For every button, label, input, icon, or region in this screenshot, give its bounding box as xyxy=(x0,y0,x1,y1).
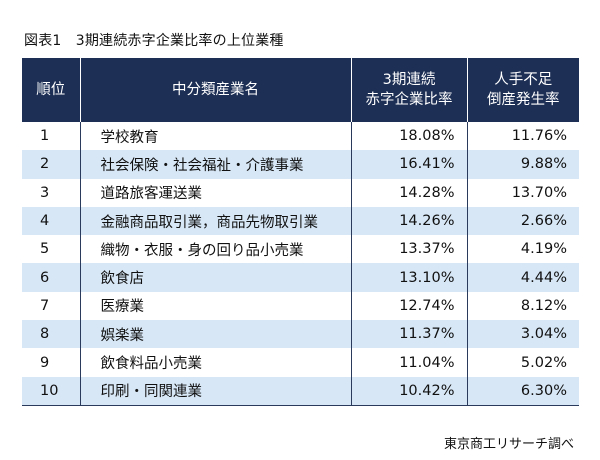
rank-cell: 3 xyxy=(22,178,81,207)
deficit-ratio-cell: 10.42% xyxy=(351,376,468,406)
industry-cell: 道路旅客運送業 xyxy=(80,178,352,207)
table-caption: 図表1 3期連続赤字企業比率の上位業種 xyxy=(24,33,284,49)
labor-ratio-cell: 5.02% xyxy=(520,354,567,371)
source-note: 東京商工リサーチ調べ xyxy=(443,437,574,452)
industry-cell: 印刷・同関連業 xyxy=(80,376,352,406)
industry-cell: 娯楽業 xyxy=(80,320,352,349)
table-row: 10 印刷・同関連業 10.42% 6.30% xyxy=(22,376,579,406)
header-deficit-ratio-line2: 赤字企業比率 xyxy=(365,92,453,108)
industry-cell: 学校教育 xyxy=(80,122,352,151)
rank-cell: 8 xyxy=(22,320,81,349)
header-deficit-ratio: 3期連続 赤字企業比率 xyxy=(351,58,468,122)
header-rank: 順位 xyxy=(22,58,81,122)
deficit-ratio-cell: 16.41% xyxy=(351,150,468,179)
rank-cell: 1 xyxy=(22,122,81,151)
rank-cell: 2 xyxy=(22,150,81,179)
rank-cell: 7 xyxy=(22,291,81,321)
deficit-ratio-cell: 11.37% xyxy=(351,320,468,349)
rank-cell: 6 xyxy=(22,263,81,292)
table-row: 9 飲食料品小売業 11.04% 5.02% xyxy=(22,348,579,377)
rank-cell: 4 xyxy=(22,206,81,236)
deficit-ratio-cell: 13.37% xyxy=(351,235,468,264)
header-industry: 中分類産業名 xyxy=(80,58,352,122)
header-labor-ratio: 人手不足 倒産発生率 xyxy=(467,58,579,122)
table-header-row: 順位 中分類産業名 3期連続 赤字企業比率 人手不足 倒産発生率 xyxy=(22,58,579,122)
labor-ratio-cell: 11.76% xyxy=(511,128,567,145)
labor-ratio-cell: 2.66% xyxy=(467,206,579,236)
table-row: 2 社会保険・社会福祉・介護事業 16.41% 9.88% xyxy=(22,150,579,179)
labor-ratio-cell: 4.44% xyxy=(467,263,579,292)
deficit-ratio-cell: 14.28% xyxy=(351,178,468,207)
industry-cell: 織物・衣服・身の回り品小売業 xyxy=(80,235,352,264)
industry-cell: 金融商品取引業，商品先物取引業 xyxy=(80,206,352,236)
ranking-table: 順位 中分類産業名 3期連続 赤字企業比率 人手不足 倒産発生率 1 学校教育 … xyxy=(22,58,579,406)
rank-cell: 9 xyxy=(22,348,81,377)
deficit-ratio-cell: 13.10% xyxy=(351,263,468,292)
deficit-ratio-cell: 18.08% xyxy=(351,122,468,151)
deficit-ratio-cell: 14.26% xyxy=(351,206,468,236)
rank-cell: 5 xyxy=(22,235,81,264)
labor-ratio-cell: 6.30% xyxy=(467,376,579,406)
deficit-ratio-cell: 12.74% xyxy=(351,291,468,321)
table-row: 4 金融商品取引業，商品先物取引業 14.26% 2.66% xyxy=(22,206,579,236)
industry-cell: 飲食店 xyxy=(80,263,352,292)
table-row: 1 学校教育 18.08% 11.76% xyxy=(22,122,579,151)
industry-cell: 社会保険・社会福祉・介護事業 xyxy=(80,150,352,179)
table-row: 8 娯楽業 11.37% 3.04% xyxy=(22,320,579,349)
industry-cell: 医療業 xyxy=(80,291,352,321)
header-labor-ratio-line2: 倒産発生率 xyxy=(487,92,560,108)
deficit-ratio-cell: 11.04% xyxy=(351,348,468,377)
labor-ratio-cell: 3.04% xyxy=(467,320,579,349)
industry-cell: 飲食料品小売業 xyxy=(80,348,352,377)
table-row: 5 織物・衣服・身の回り品小売業 13.37% 4.19% xyxy=(22,235,579,264)
labor-ratio-cell: 8.12% xyxy=(520,297,567,314)
header-labor-ratio-line1: 人手不足 xyxy=(494,72,553,88)
labor-ratio-cell: 13.70% xyxy=(511,184,567,201)
header-deficit-ratio-line1: 3期連続 xyxy=(382,72,436,88)
table-row: 7 医療業 12.74% 8.12% xyxy=(22,291,579,321)
table-row: 3 道路旅客運送業 14.28% 13.70% xyxy=(22,178,579,207)
rank-cell: 10 xyxy=(22,376,81,406)
labor-ratio-cell: 4.19% xyxy=(520,241,567,258)
table-row: 6 飲食店 13.10% 4.44% xyxy=(22,263,579,292)
labor-ratio-cell: 9.88% xyxy=(467,150,579,179)
